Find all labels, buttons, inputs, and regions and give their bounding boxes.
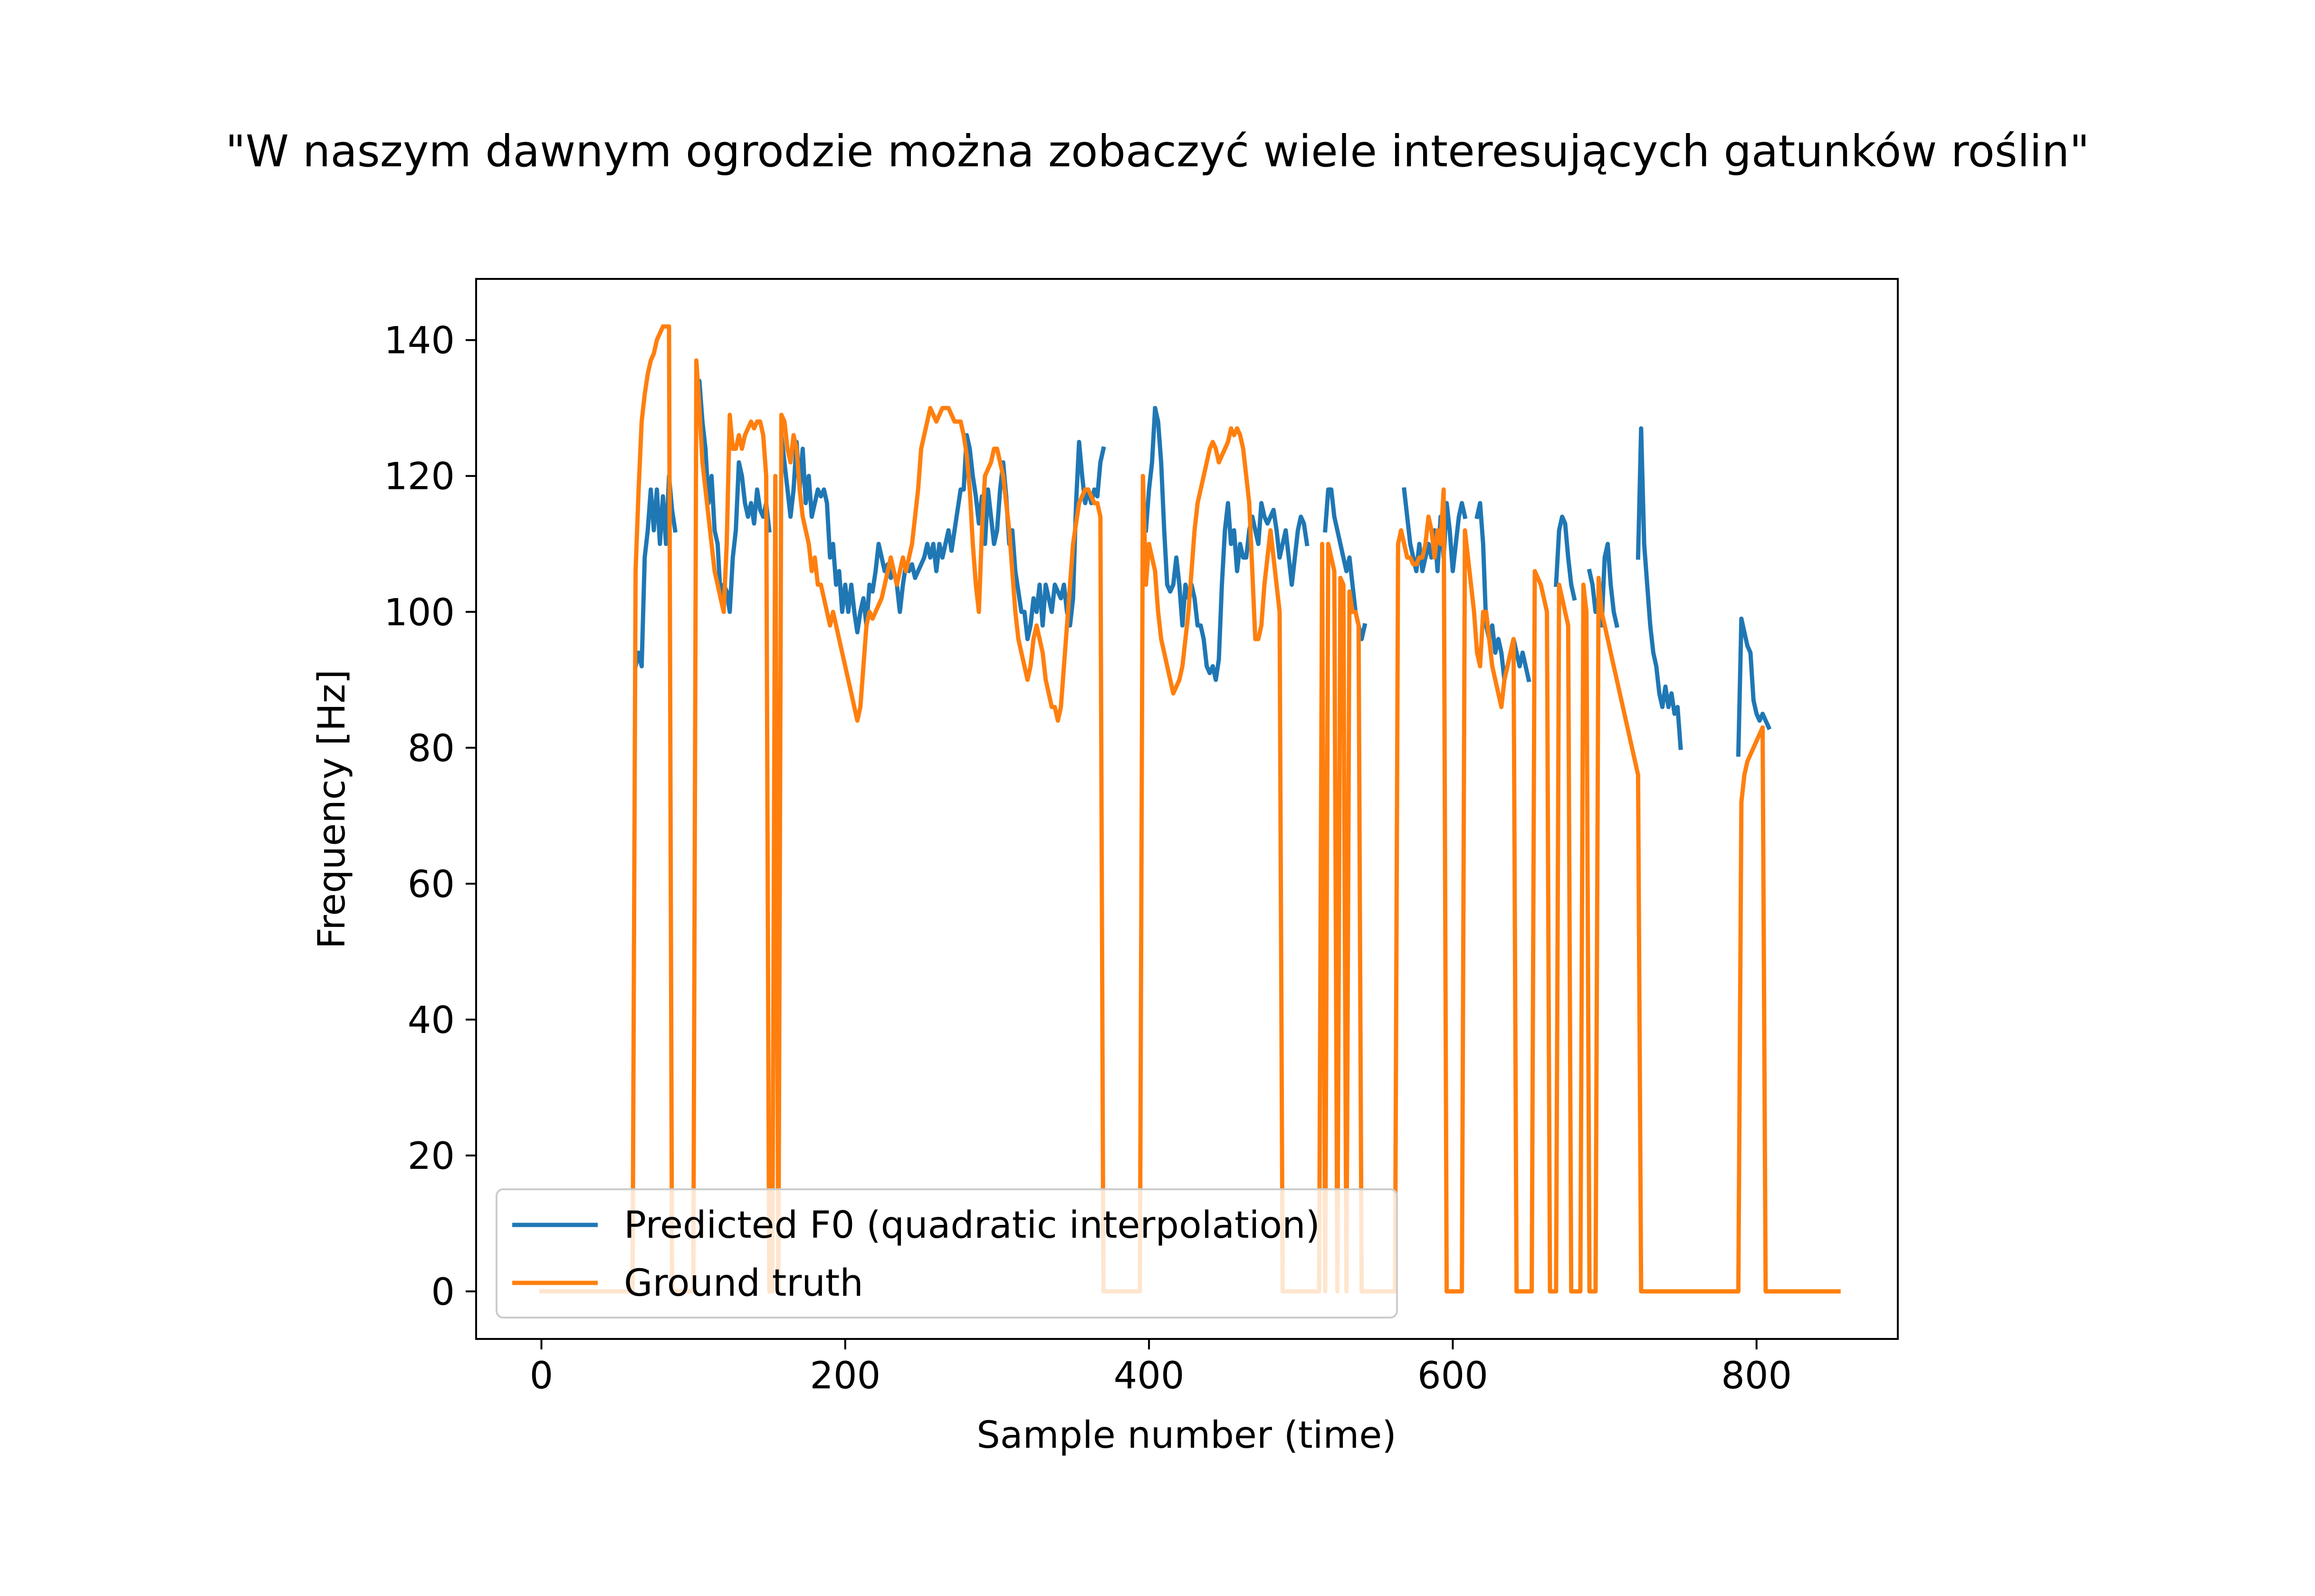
series-predicted-f0 — [633, 379, 1772, 757]
y-tick-label: 120 — [384, 456, 455, 498]
series-line-segment — [1736, 616, 1772, 757]
series-ground-truth — [539, 324, 1841, 1294]
x-tick-label: 400 — [1114, 1355, 1185, 1397]
series-line-segment — [1554, 515, 1577, 601]
y-tick-label: 0 — [431, 1271, 455, 1314]
x-tick-label: 600 — [1417, 1355, 1488, 1397]
legend-frame — [496, 1188, 1398, 1319]
y-tick-label: 80 — [408, 727, 455, 770]
x-axis-label: Sample number (time) — [976, 1414, 1397, 1457]
series-line-segment — [1636, 426, 1683, 750]
x-tick-label: 800 — [1721, 1355, 1792, 1397]
x-tick-label: 0 — [530, 1355, 554, 1397]
chart-title: "W naszym dawnym ogrodzie można zobaczyć… — [226, 126, 2090, 177]
legend: Predicted F0 (quadratic interpolation) G… — [496, 1188, 1398, 1319]
y-axis-label: Frequency [Hz] — [311, 669, 354, 949]
y-tick-label: 100 — [384, 592, 455, 634]
x-tick-label: 200 — [810, 1355, 880, 1397]
series-line-segment — [779, 432, 1106, 641]
y-tick-label: 20 — [408, 1135, 455, 1178]
series-line-segment — [1587, 542, 1619, 628]
series-line-segment — [1143, 406, 1310, 682]
axes-frame — [475, 278, 1899, 1340]
series-line-segment — [539, 324, 1841, 1294]
plot-area — [476, 279, 1898, 1339]
y-tick-label: 140 — [384, 320, 455, 363]
legend-label-ground-truth: Ground truth — [624, 1262, 863, 1305]
legend-label-predicted: Predicted F0 (quadratic interpolation) — [624, 1204, 1320, 1247]
y-tick-label: 40 — [408, 999, 455, 1042]
y-tick-label: 60 — [408, 863, 455, 906]
